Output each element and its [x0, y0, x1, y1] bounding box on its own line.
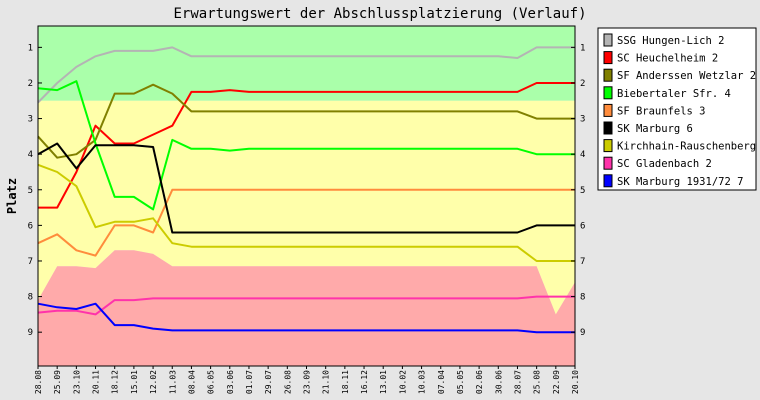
x-tick-label: 03.06 [226, 370, 235, 394]
y-tick-label-left: 6 [28, 221, 33, 231]
legend-swatch-0 [603, 33, 613, 47]
y-tick-label-right: 4 [580, 150, 585, 160]
x-axis: 28.08 25.09 23.10 20.11 18.12 15.01 12.02 11.03… [34, 366, 580, 394]
legend-label-2: SF Anderssen Wetzlar 2 [617, 70, 756, 82]
x-tick-label: 10.02 [398, 370, 407, 394]
y-tick-label-right: 6 [580, 221, 585, 231]
y-tick-label-right: 8 [580, 293, 585, 303]
x-tick-label: 20.11 [92, 370, 101, 394]
y-tick-label-right: 1 [580, 43, 585, 53]
legend-box [597, 27, 757, 191]
series-line-6 [37, 163, 575, 262]
x-tick-label: 21.10 [322, 370, 331, 394]
x-tick-label: 28.08 [34, 370, 43, 394]
legend-label-7: SC Gladenbach 2 [617, 158, 712, 170]
legend-label-0: SSG Hungen-Lich 2 [617, 35, 724, 47]
x-tick-label: 13.01 [379, 370, 388, 394]
legend-swatch-4 [603, 103, 613, 117]
series-line-2 [37, 83, 575, 159]
legend-label-5: SK Marburg 6 [617, 123, 693, 135]
y-tick-label-right: 9 [580, 328, 585, 338]
legend: SSG Hungen-Lich 2 SC Heuchelheim 2 SF Ande… [597, 27, 757, 191]
legend-swatch-6 [603, 139, 613, 153]
x-tick-label: 11.03 [168, 370, 177, 394]
series-line-3 [37, 80, 575, 211]
relegation-zone [38, 250, 575, 366]
legend-label-1: SC Heuchelheim 2 [617, 53, 718, 65]
x-tick-label: 20.10 [571, 370, 580, 394]
y-tick-label-right: 3 [580, 115, 585, 125]
y-tick-label-left: 9 [28, 328, 33, 338]
legend-swatch-1 [603, 51, 613, 65]
series-line-4 [37, 188, 575, 257]
x-tick-label: 01.07 [245, 370, 254, 394]
legend-swatch-5 [603, 121, 613, 135]
legend-swatch-8 [603, 174, 613, 188]
promotion-zone [38, 26, 575, 101]
x-tick-label: 15.01 [130, 370, 139, 394]
legend-swatch-7 [603, 156, 613, 170]
legend-label-8: SK Marburg 1931/72 7 [617, 176, 743, 188]
x-tick-label: 18.12 [111, 370, 120, 394]
y-tick-label-left: 7 [28, 257, 33, 267]
x-tick-label: 06.05 [207, 370, 216, 394]
x-tick-label: 16.12 [360, 370, 369, 394]
x-tick-label: 26.08 [283, 370, 292, 394]
series-lines [37, 46, 575, 334]
legend-swatch-3 [603, 86, 613, 100]
legend-label-6: Kirchhain-Rauschenberg [617, 141, 756, 153]
legend-label-4: SF Braunfels 3 [617, 105, 706, 117]
x-tick-label: 02.06 [475, 370, 484, 394]
background-bands [38, 26, 575, 366]
y-tick-label-left: 2 [28, 79, 33, 89]
x-tick-label: 12.02 [149, 370, 158, 394]
y-tick-label-right: 7 [580, 257, 585, 267]
x-tick-label: 23.09 [303, 370, 312, 394]
x-tick-label: 18.11 [341, 370, 350, 394]
series-line-8 [37, 302, 575, 334]
series-line-5 [37, 142, 575, 234]
series-line-7 [37, 295, 575, 316]
y-tick-label-left: 4 [28, 150, 33, 160]
x-tick-label: 08.04 [187, 370, 196, 394]
x-tick-label: 30.06 [494, 370, 503, 394]
chart-title: Erwartungswert der Abschlussplatzierung … [173, 6, 586, 22]
x-tick-label: 29.07 [264, 370, 273, 394]
x-tick-label: 07.04 [437, 370, 446, 394]
y-axis-right: 1 2 3 4 5 6 7 8 9 [571, 43, 585, 338]
y-tick-label-left: 3 [28, 115, 33, 125]
series-line-1 [38, 82, 575, 209]
x-tick-label: 05.05 [456, 370, 465, 394]
series-line-0 [37, 46, 575, 104]
legend-swatch-2 [603, 68, 613, 82]
x-tick-label: 23.10 [72, 370, 81, 394]
y-tick-label-right: 5 [580, 186, 585, 196]
x-tick-label: 25.08 [533, 370, 542, 394]
y-tick-label-left: 5 [28, 186, 33, 196]
x-tick-label: 22.09 [552, 370, 561, 394]
y-axis-left: 1 2 3 4 5 6 7 8 9 [28, 43, 42, 338]
x-tick-label: 25.09 [53, 370, 62, 394]
y-tick-label-right: 2 [580, 79, 585, 89]
y-axis-label: Platz [5, 178, 19, 214]
y-tick-label-left: 1 [28, 43, 33, 53]
legend-label-3: Biebertaler Sfr. 4 [617, 88, 731, 100]
x-tick-label: 28.07 [513, 370, 522, 394]
x-tick-label: 10.03 [418, 370, 427, 394]
middle-zone [38, 100, 575, 315]
y-tick-label-left: 8 [28, 293, 33, 303]
